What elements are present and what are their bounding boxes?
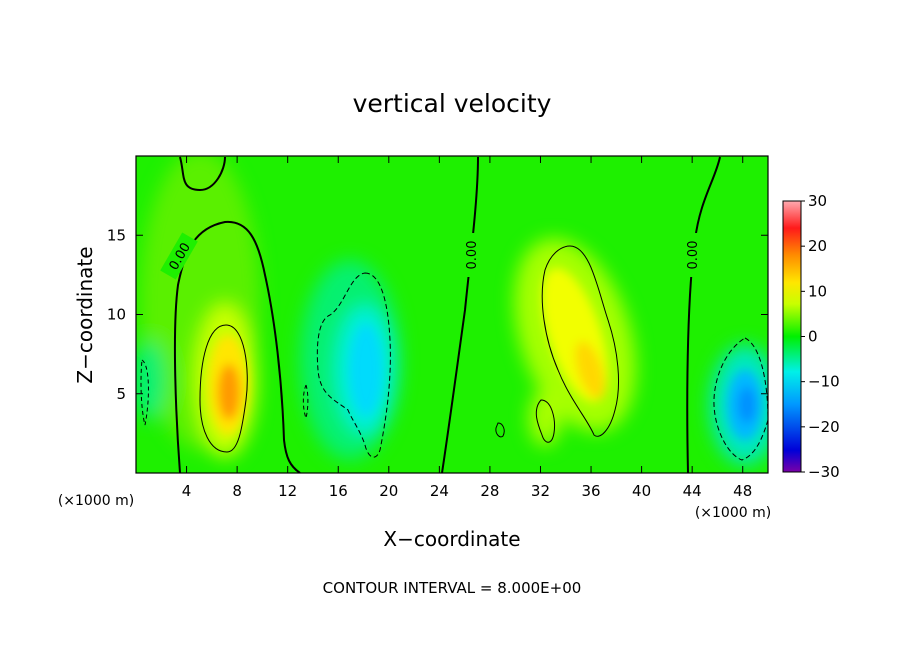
zero-contour	[441, 156, 479, 473]
zero-contour	[173, 220, 301, 473]
negative-contour	[140, 359, 149, 426]
x-tick-label: 48	[733, 482, 752, 500]
x-tick-label: 32	[531, 482, 550, 500]
y-tick-label: 15	[107, 226, 126, 244]
x-unit-label-left: (×1000 m)	[58, 493, 134, 509]
colorbar-tick-label: −30	[808, 463, 840, 481]
colorbar-tick-label: 10	[808, 282, 827, 300]
x-axis-label: X−coordinate	[383, 527, 520, 551]
x-tick-label: 8	[232, 482, 242, 500]
y-axis: 5 10 15	[107, 226, 768, 403]
zero-contour	[179, 156, 226, 192]
colorbar-tick-label: 0	[808, 328, 818, 346]
colorbar	[782, 200, 802, 473]
contour-label: 0.00	[686, 241, 701, 270]
y-axis-label: Z−coordinate	[73, 246, 97, 383]
positive-contour	[495, 422, 505, 438]
x-tick-label: 40	[632, 482, 651, 500]
positive-contour	[199, 324, 248, 453]
x-tick-label: 44	[683, 482, 702, 500]
colorbar-axis: 30 20 10 0 −10 −20 −30	[801, 192, 840, 481]
velocity-field	[136, 156, 768, 473]
x-unit-label-right: (×1000 m)	[695, 505, 771, 521]
colorbar-tick-label: 20	[808, 237, 827, 255]
x-tick-label: 4	[182, 482, 192, 500]
contour-label-bg	[160, 232, 198, 280]
positive-contour	[535, 399, 555, 443]
x-tick-label: 28	[480, 482, 499, 500]
x-axis: 4 8 12 16 20 24 28 32 36 40 44 48	[182, 156, 752, 500]
y-tick-label: 5	[116, 385, 126, 403]
colorbar-tick-label: −10	[808, 373, 840, 391]
negative-contour	[302, 384, 309, 420]
contour-label-bg	[462, 233, 480, 277]
contour-label-bg	[683, 233, 701, 277]
x-tick-label: 24	[430, 482, 449, 500]
contour-label: 0.00	[465, 241, 480, 270]
colorbar-tick-label: 30	[808, 192, 827, 210]
contour-interval-note: CONTOUR INTERVAL = 8.000E+00	[323, 579, 582, 597]
colorbar-tick-label: −20	[808, 418, 840, 436]
positive-contour	[541, 245, 619, 437]
x-tick-label: 36	[581, 482, 600, 500]
x-tick-label: 16	[329, 482, 348, 500]
negative-contour	[713, 337, 768, 461]
negative-contour	[316, 272, 391, 458]
x-tick-label: 20	[379, 482, 398, 500]
chart-title: vertical velocity	[353, 89, 552, 118]
y-tick-label: 10	[107, 306, 126, 324]
x-tick-label: 12	[278, 482, 297, 500]
